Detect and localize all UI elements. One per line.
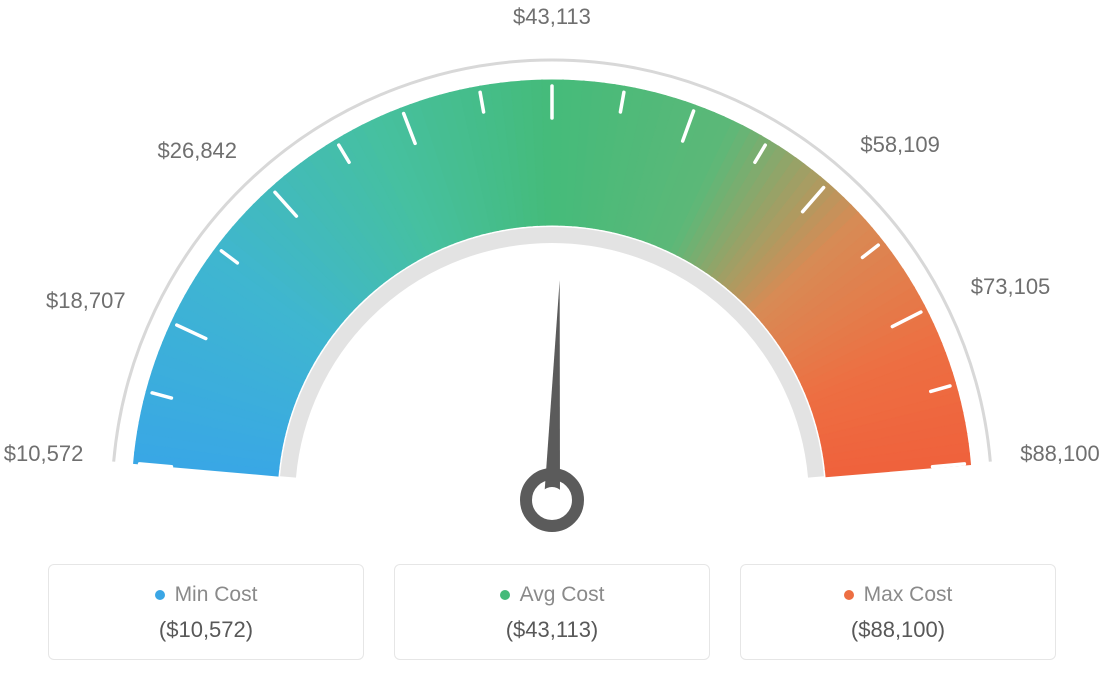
legend-title-text: Min Cost (175, 583, 258, 607)
max-dot-icon (844, 590, 854, 600)
tick-label: $73,105 (971, 274, 1051, 300)
legend-title-min: Min Cost (155, 583, 258, 607)
legend-title-max: Max Cost (844, 583, 953, 607)
tick-label: $18,707 (46, 288, 126, 314)
legend-row: Min Cost ($10,572) Avg Cost ($43,113) Ma… (48, 564, 1056, 660)
legend-title-text: Avg Cost (520, 583, 605, 607)
legend-card-avg: Avg Cost ($43,113) (394, 564, 710, 660)
legend-value-avg: ($43,113) (405, 617, 699, 643)
gauge-area: $10,572 $18,707 $26,842 $43,113 $58,109 $73,1… (0, 0, 1104, 560)
legend-title-avg: Avg Cost (500, 583, 605, 607)
legend-card-min: Min Cost ($10,572) (48, 564, 364, 660)
gauge-svg (0, 0, 1104, 560)
tick-label: $58,109 (860, 132, 940, 158)
min-dot-icon (155, 590, 165, 600)
legend-value-min: ($10,572) (59, 617, 353, 643)
tick-label: $26,842 (158, 138, 238, 164)
avg-dot-icon (500, 590, 510, 600)
gauge-chart-container: $10,572 $18,707 $26,842 $43,113 $58,109 $73,1… (0, 0, 1104, 690)
legend-value-max: ($88,100) (751, 617, 1045, 643)
tick-label: $43,113 (513, 4, 591, 30)
legend-card-max: Max Cost ($88,100) (740, 564, 1056, 660)
tick-label: $10,572 (4, 441, 84, 467)
tick-label: $88,100 (1020, 441, 1100, 467)
legend-title-text: Max Cost (864, 583, 953, 607)
